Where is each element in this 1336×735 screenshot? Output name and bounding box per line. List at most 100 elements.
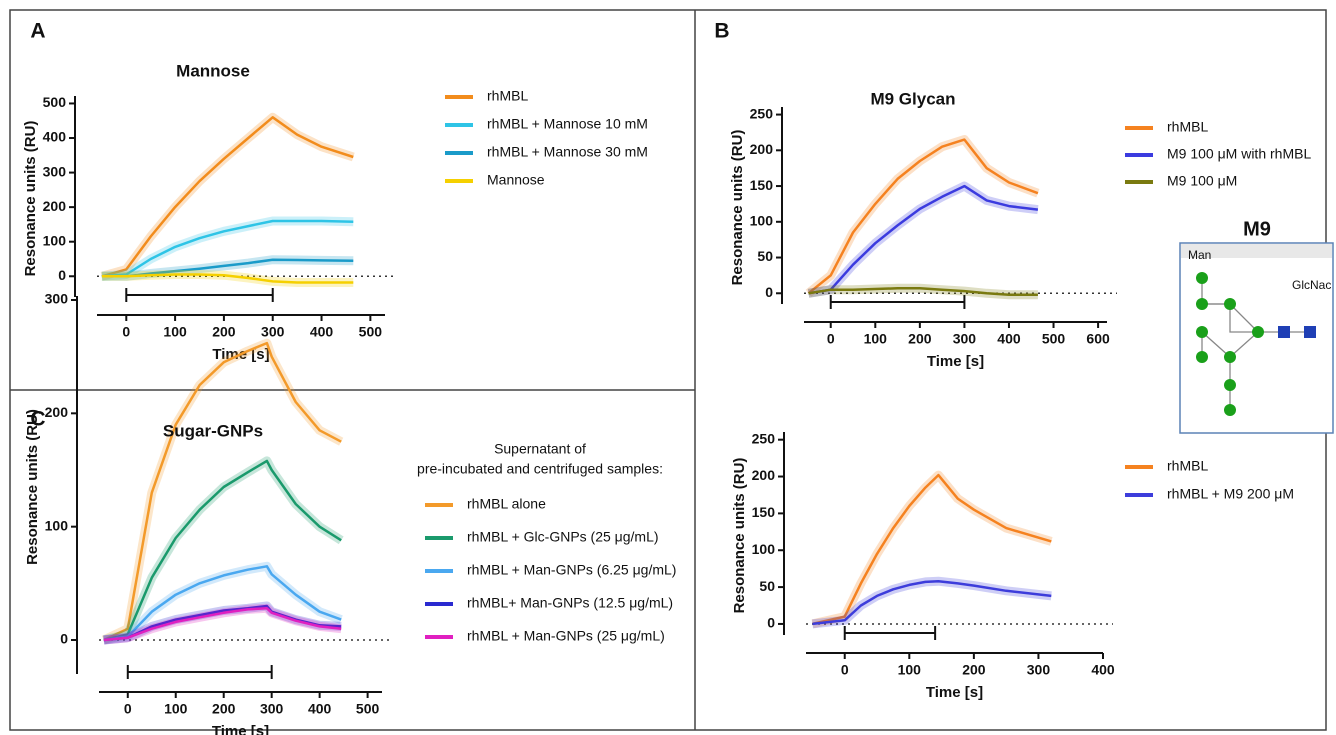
- x-tick-label: 0: [124, 701, 132, 717]
- y-tick-label: 200: [752, 467, 776, 483]
- x-tick-label: 100: [864, 331, 888, 347]
- legend-label: rhMBL: [487, 88, 528, 104]
- series-line: [103, 341, 342, 642]
- x-tick-label: 200: [212, 324, 236, 340]
- y-tick-label: 200: [750, 141, 774, 157]
- y-tick-label: 200: [43, 198, 67, 214]
- y-tick-label: 0: [58, 267, 66, 283]
- glcnac-residues: [1278, 326, 1316, 338]
- injection-bar: [125, 288, 274, 302]
- chart-title: M9 Glycan: [870, 89, 955, 108]
- x-axis-label: Time [s]: [927, 353, 984, 370]
- y-tick-label: 150: [750, 177, 774, 193]
- legend-label: rhMBL + Man-GNPs (25 μg/mL): [467, 628, 665, 644]
- x-tick-label: 300: [1027, 662, 1051, 678]
- x-tick-label: 400: [308, 701, 332, 717]
- x-tick-label: 400: [310, 324, 334, 340]
- legend-label: rhMBL + Glc-GNPs (25 μg/mL): [467, 529, 659, 545]
- y-tick-label: 300: [45, 291, 69, 307]
- y-axis-label: Resonance units (RU): [22, 121, 39, 277]
- legend-label: rhMBL + M9 200 μM: [1167, 486, 1294, 502]
- y-tick-label: 0: [765, 284, 773, 300]
- legend-label: M9 100 μM: [1167, 173, 1237, 189]
- legend-label: rhMBL + Mannose 10 mM: [487, 116, 648, 132]
- chart-title: Sugar-GNPs: [163, 421, 263, 440]
- legend-label: rhMBL: [1167, 458, 1208, 474]
- panel-letter: B: [714, 20, 729, 43]
- x-tick-label: 500: [1042, 331, 1066, 347]
- legend-label: rhMBL + Man-GNPs (6.25 μg/mL): [467, 562, 676, 578]
- x-tick-label: 0: [122, 324, 130, 340]
- x-tick-label: 400: [1091, 662, 1115, 678]
- y-tick-label: 500: [43, 94, 67, 110]
- y-tick-label: 400: [43, 129, 67, 145]
- panel-letter: C: [30, 408, 45, 431]
- x-tick-label: 200: [962, 662, 986, 678]
- legend-label: rhMBL alone: [467, 496, 546, 512]
- x-tick-label: 600: [1086, 331, 1110, 347]
- x-tick-label: 500: [356, 701, 380, 717]
- legend-title: pre-incubated and centrifuged samples:: [417, 461, 663, 477]
- diagram-label: Man: [1188, 248, 1211, 262]
- x-tick-label: 300: [953, 331, 977, 347]
- series-line: [101, 116, 354, 278]
- y-axis-label: Resonance units (RU): [729, 130, 746, 286]
- y-tick-label: 0: [60, 631, 68, 647]
- series-line: [103, 607, 342, 642]
- series-line: [807, 138, 1039, 295]
- series-line: [808, 184, 1039, 295]
- diagram-header: [1181, 244, 1332, 258]
- injection-bar: [829, 295, 966, 309]
- series-line: [101, 273, 354, 284]
- frame: [9, 9, 1327, 731]
- series-line: [101, 219, 354, 278]
- y-axis-label: Resonance units (RU): [24, 409, 41, 565]
- y-tick-label: 300: [43, 163, 67, 179]
- legend-label: rhMBL+ Man-GNPs (12.5 μg/mL): [467, 595, 673, 611]
- diagram-title: M9: [1243, 218, 1271, 240]
- x-axis-label: Time [s]: [926, 684, 983, 701]
- legend-title: Supernatant of: [494, 441, 586, 457]
- legend-label: rhMBL + Mannose 30 mM: [487, 144, 648, 160]
- y-tick-label: 50: [757, 248, 773, 264]
- x-axis-label: Time [s]: [212, 723, 269, 735]
- injection-bar: [843, 626, 937, 640]
- x-tick-label: 100: [164, 701, 188, 717]
- x-tick-label: 200: [212, 701, 236, 717]
- legend-label: rhMBL: [1167, 119, 1208, 135]
- x-tick-label: 0: [841, 662, 849, 678]
- series-line: [812, 579, 1052, 626]
- series-line: [812, 473, 1052, 626]
- x-tick-label: 100: [898, 662, 922, 678]
- x-tick-label: 0: [827, 331, 835, 347]
- legend-label: M9 100 μM with rhMBL: [1167, 146, 1311, 162]
- series-line: [103, 459, 342, 642]
- y-tick-label: 0: [767, 615, 775, 631]
- x-tick-label: 300: [261, 324, 285, 340]
- legend-label: Mannose: [487, 172, 545, 188]
- y-tick-label: 50: [759, 578, 775, 594]
- x-tick-label: 300: [260, 701, 284, 717]
- series-line: [808, 287, 1038, 296]
- x-tick-label: 500: [359, 324, 383, 340]
- y-tick-label: 200: [45, 404, 69, 420]
- x-tick-label: 100: [163, 324, 187, 340]
- mannose-residues: [1196, 272, 1264, 416]
- series-band: [811, 470, 1053, 629]
- y-tick-label: 100: [43, 232, 67, 248]
- series-line: [103, 565, 342, 642]
- y-tick-label: 100: [45, 517, 69, 533]
- y-tick-label: 100: [752, 541, 776, 557]
- x-tick-label: 400: [997, 331, 1021, 347]
- y-axis-label: Resonance units (RU): [731, 458, 748, 614]
- x-tick-label: 200: [908, 331, 932, 347]
- diagram-label: GlcNac: [1292, 278, 1331, 292]
- y-tick-label: 100: [750, 212, 774, 228]
- y-tick-label: 250: [752, 430, 776, 446]
- injection-bar: [126, 665, 273, 679]
- glycan-diagram: M9 Man GlcNac: [1179, 218, 1334, 434]
- y-tick-label: 250: [750, 105, 774, 121]
- panel-letter: A: [30, 20, 45, 43]
- y-tick-label: 150: [752, 504, 776, 520]
